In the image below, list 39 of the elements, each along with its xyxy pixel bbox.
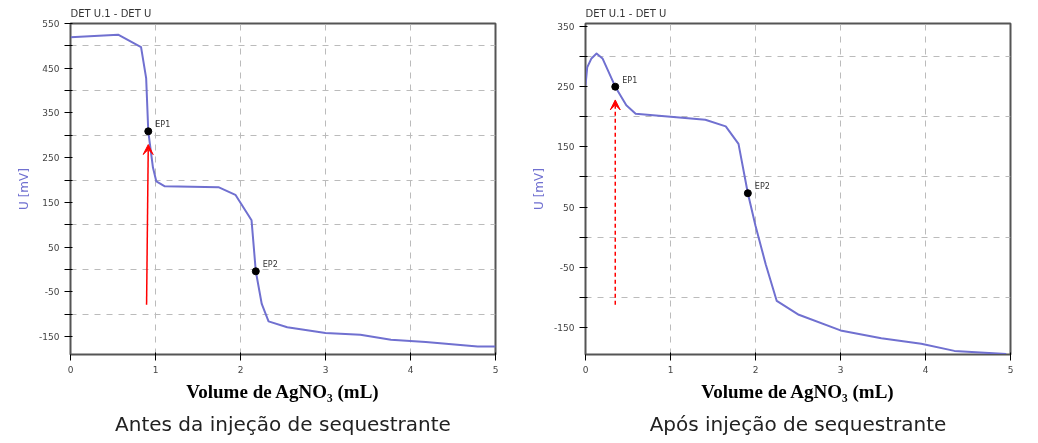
y-tick-label: 150	[42, 197, 60, 208]
annotation: EP1	[622, 75, 638, 85]
x-tick-label: 3	[837, 364, 844, 375]
x-tick-label: 3	[322, 364, 329, 375]
text: Antes da injeção de sequestrante	[115, 411, 451, 436]
chart-title: DET U.1 - DET U	[585, 7, 667, 19]
x-tick-label: 1	[667, 364, 674, 375]
x-axis-title: Volume de AgNO₃ (mL)	[186, 380, 379, 403]
y-axis-title: U [mV]	[532, 168, 547, 210]
x-tick-label: 5	[492, 364, 499, 375]
y-tick-label: 350	[557, 22, 575, 33]
x-tick-label: 1	[152, 364, 159, 375]
x-tick-label: 4	[407, 364, 414, 375]
chart-title: DET U.1 - DET U	[70, 7, 152, 19]
x-tick-label: 2	[237, 364, 244, 375]
line-series	[70, 33, 496, 348]
y-tick-label: -150	[554, 322, 575, 333]
y-tick-label: 450	[42, 63, 60, 74]
y-tick-label: 150	[557, 142, 575, 153]
y-tick-label: 350	[42, 108, 60, 119]
y-axis-title: U [mV]	[17, 168, 32, 210]
y-tick-label: 250	[42, 153, 60, 164]
x-tick-label: 0	[67, 364, 74, 375]
y-tick-label: 50	[48, 242, 60, 253]
x-axis-title: Volume de AgNO₃ (mL)	[701, 380, 894, 403]
y-tick-label: 250	[557, 82, 575, 93]
annotation: EP2	[754, 182, 770, 192]
x-tick-label: 5	[1007, 364, 1014, 375]
text: Após injeção de sequestrante	[649, 411, 947, 436]
annotation: EP2	[262, 260, 278, 270]
y-tick-label: 550	[42, 19, 60, 29]
y-tick-label: -150	[39, 332, 60, 343]
y-tick-label: -50	[44, 287, 60, 298]
annotation: EP1	[155, 120, 171, 130]
y-tick-label: -50	[559, 262, 575, 273]
x-tick-label: 0	[582, 364, 589, 375]
x-tick-label: 4	[922, 364, 929, 375]
x-tick-label: 2	[752, 364, 759, 375]
y-tick-label: 50	[563, 202, 575, 213]
